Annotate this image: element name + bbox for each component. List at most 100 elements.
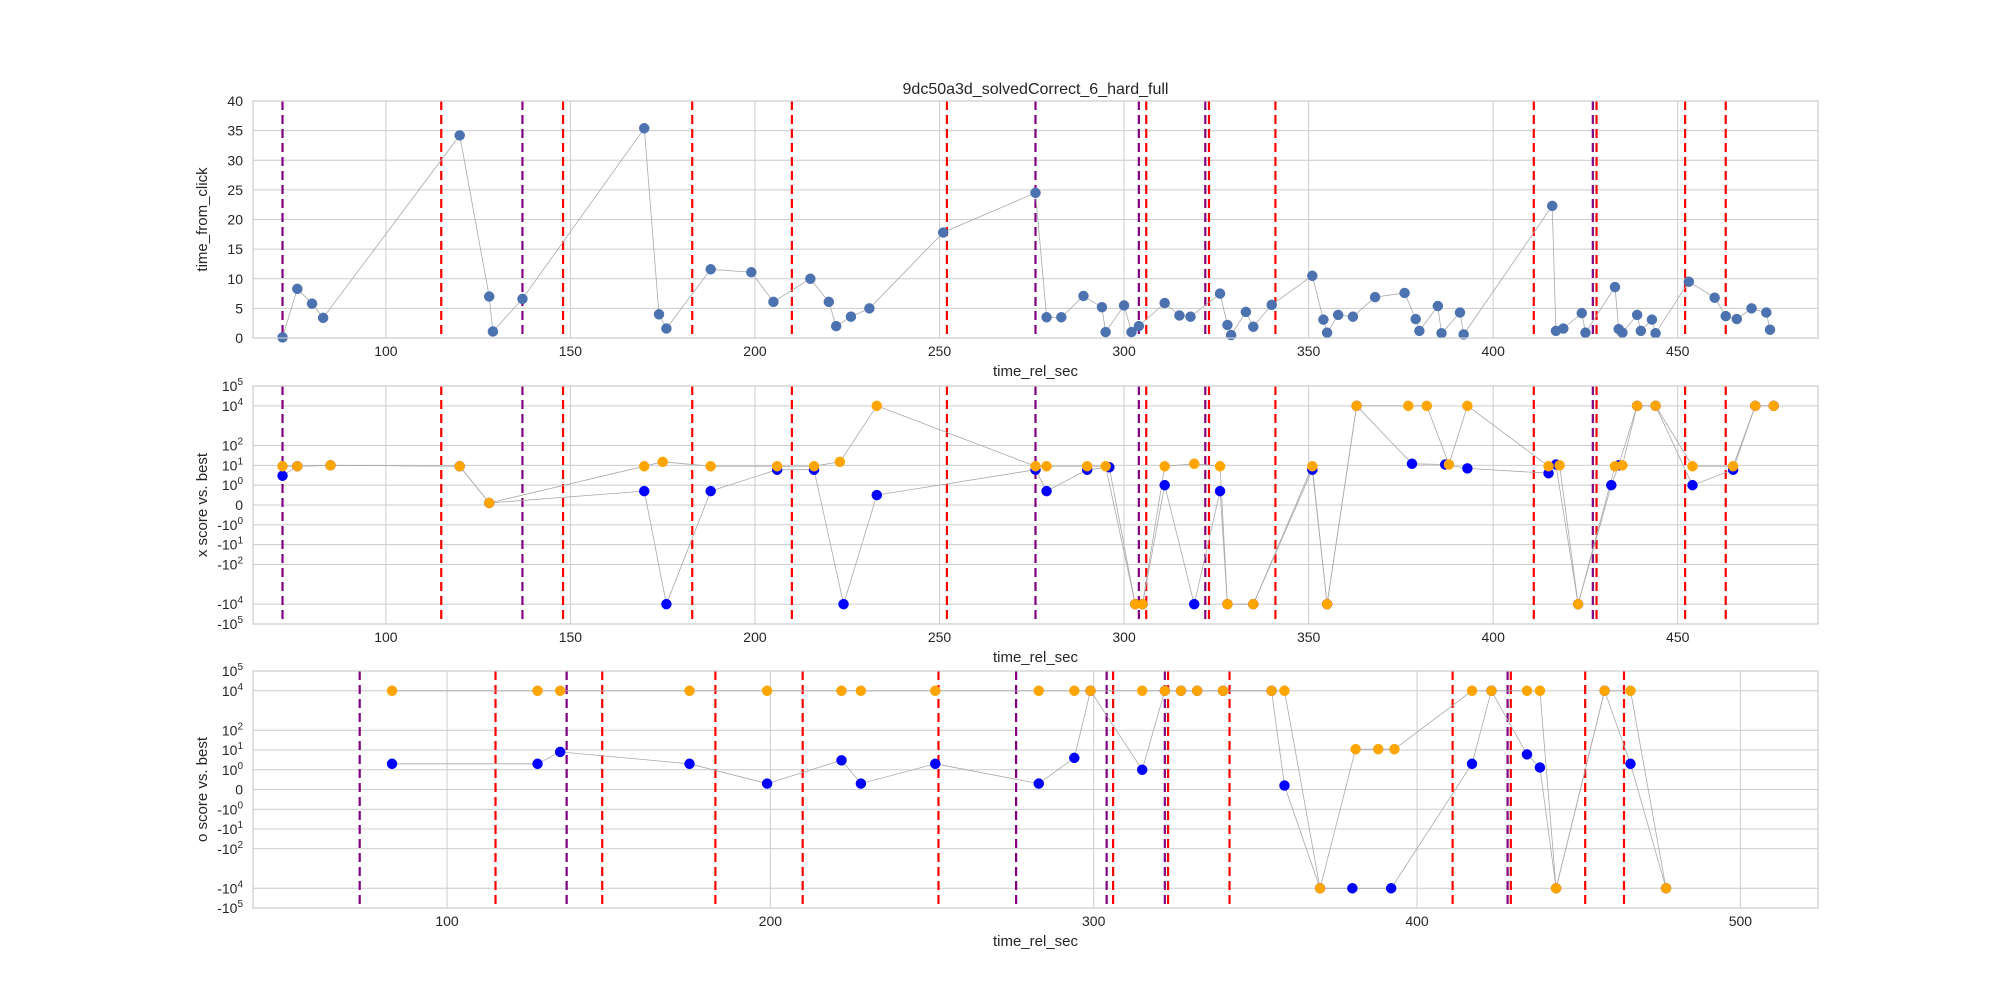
data-point bbox=[1041, 312, 1052, 323]
data-point bbox=[1248, 321, 1259, 332]
data-point bbox=[1222, 598, 1233, 610]
data-point bbox=[1030, 460, 1041, 472]
x-tick-label: 100 bbox=[374, 343, 398, 359]
data-point bbox=[1646, 314, 1658, 325]
data-point bbox=[1576, 307, 1588, 319]
data-point bbox=[1214, 485, 1226, 497]
data-point bbox=[1421, 400, 1432, 412]
y-tick-label: 105 bbox=[222, 662, 244, 679]
data-point bbox=[1534, 685, 1546, 696]
data-point bbox=[1768, 400, 1779, 412]
x-tick-label: 100 bbox=[374, 629, 398, 645]
data-point bbox=[1443, 459, 1455, 470]
data-point bbox=[1307, 270, 1318, 282]
data-point bbox=[761, 685, 773, 696]
x-tick-label: 300 bbox=[1112, 343, 1136, 359]
x-tick-label: 150 bbox=[559, 629, 583, 645]
data-point bbox=[517, 293, 528, 305]
data-point bbox=[1279, 685, 1290, 696]
data-point bbox=[554, 685, 566, 696]
data-point bbox=[1030, 187, 1041, 199]
data-point bbox=[277, 460, 288, 472]
data-point bbox=[454, 460, 465, 472]
data-point bbox=[1069, 752, 1080, 764]
data-point bbox=[1389, 743, 1400, 755]
data-point bbox=[1321, 327, 1333, 338]
y-tick-label: 40 bbox=[227, 93, 243, 109]
data-point bbox=[657, 456, 668, 468]
x-tick-label: 300 bbox=[1112, 629, 1136, 645]
y-tick-label: 104 bbox=[222, 682, 244, 699]
data-point bbox=[1266, 299, 1277, 311]
data-point bbox=[1454, 307, 1466, 318]
data-point bbox=[292, 460, 303, 472]
data-point bbox=[930, 758, 941, 770]
data-point bbox=[1266, 685, 1277, 696]
data-point bbox=[386, 685, 398, 696]
data-point bbox=[1617, 460, 1628, 471]
data-point bbox=[1248, 598, 1259, 610]
data-point bbox=[1546, 200, 1558, 212]
y-tick-label: 35 bbox=[227, 123, 243, 139]
y-tick-label: 0 bbox=[235, 782, 243, 798]
y-tick-label: 25 bbox=[227, 182, 243, 198]
y-tick-label: -104 bbox=[217, 595, 243, 612]
x-tick-label: 300 bbox=[1082, 913, 1106, 929]
data-point bbox=[805, 273, 816, 284]
x-axis-label: time_rel_sec bbox=[993, 363, 1079, 380]
data-point bbox=[532, 685, 543, 696]
data-point bbox=[761, 778, 773, 789]
x-tick-label: 450 bbox=[1666, 343, 1690, 359]
data-point bbox=[1372, 743, 1384, 755]
event-lines bbox=[358, 671, 1626, 908]
data-point bbox=[1350, 743, 1361, 755]
y-tick-label: 5 bbox=[235, 300, 243, 316]
data-point bbox=[1041, 485, 1052, 497]
data-point bbox=[1436, 328, 1447, 339]
data-point bbox=[1100, 460, 1111, 472]
data-point bbox=[1410, 313, 1421, 325]
data-point bbox=[1332, 309, 1344, 321]
data-point bbox=[937, 227, 949, 238]
data-point bbox=[1650, 328, 1661, 339]
data-point bbox=[532, 758, 543, 770]
data-point bbox=[1174, 310, 1185, 321]
data-point bbox=[746, 266, 757, 278]
data-point bbox=[1599, 685, 1610, 696]
data-point bbox=[830, 320, 842, 332]
data-point bbox=[1466, 758, 1478, 770]
y-tick-label: 101 bbox=[222, 741, 244, 758]
chart-panel-1: 100 150 200 250 300 350 400 450 0 5 10 15 20 25 30 35 40… bbox=[194, 81, 1819, 380]
data-point bbox=[1369, 291, 1381, 303]
series-markers-2 bbox=[386, 685, 1672, 894]
data-point bbox=[1550, 883, 1562, 894]
data-point bbox=[1554, 460, 1565, 471]
data-point bbox=[1096, 301, 1108, 313]
data-point bbox=[1731, 313, 1743, 325]
data-point bbox=[1159, 460, 1170, 472]
data-point bbox=[864, 303, 875, 314]
data-point bbox=[1521, 685, 1533, 696]
y-tick-label: -100 bbox=[217, 516, 243, 533]
data-point bbox=[1572, 598, 1584, 610]
data-point bbox=[1432, 300, 1444, 312]
data-point bbox=[1191, 685, 1203, 696]
data-point bbox=[705, 485, 716, 497]
data-point bbox=[483, 291, 495, 302]
data-point bbox=[1240, 306, 1252, 318]
x-tick-label: 500 bbox=[1729, 913, 1753, 929]
data-point bbox=[836, 685, 847, 696]
data-point bbox=[1660, 883, 1672, 894]
data-point bbox=[1385, 883, 1397, 894]
data-point bbox=[386, 758, 398, 770]
data-point bbox=[1580, 327, 1591, 338]
chart-panel-3: 100 200 300 400 500 105 104 102 101 100 0 -100 -101 -… bbox=[194, 662, 1819, 950]
data-point bbox=[705, 460, 716, 472]
data-point bbox=[1720, 310, 1731, 322]
data-point bbox=[1414, 325, 1425, 337]
y-tick-label: -101 bbox=[217, 536, 243, 553]
data-point bbox=[1458, 329, 1469, 340]
data-point bbox=[1078, 290, 1089, 302]
x-tick-label: 450 bbox=[1666, 629, 1690, 645]
data-point bbox=[1687, 479, 1698, 491]
